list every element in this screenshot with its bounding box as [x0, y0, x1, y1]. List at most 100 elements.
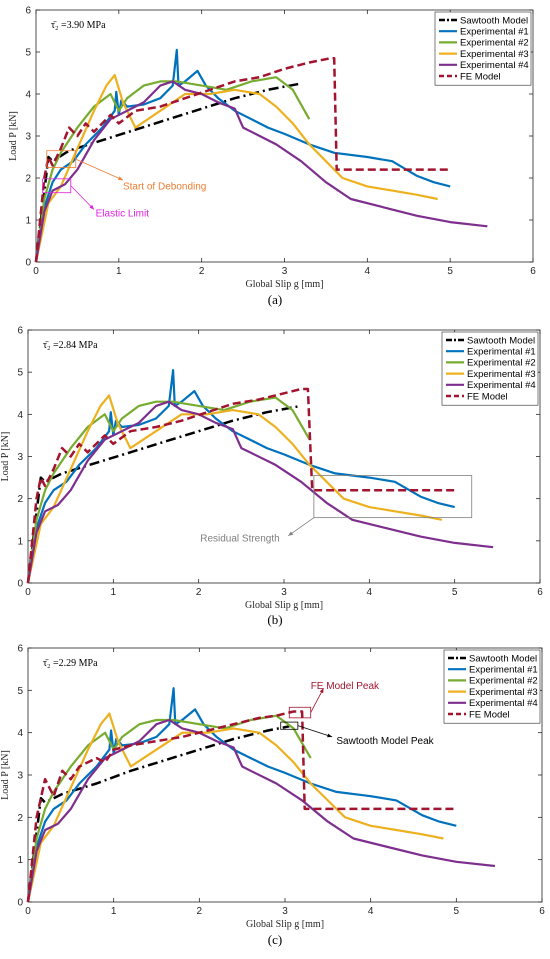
x-tick-label: 5 [454, 906, 460, 917]
legend-entry: Experimental #4 [467, 380, 536, 391]
annotation-arrow [288, 517, 315, 537]
series-line-experimental-3 [34, 73, 438, 263]
y-axis-label: Load P [kN] [8, 111, 19, 161]
y-tick-label: 6 [17, 326, 23, 337]
x-tick-label: 1 [111, 587, 117, 598]
y-tick-label: 6 [17, 644, 23, 655]
y-tick-label: 0 [25, 258, 31, 269]
x-tick-label: 0 [33, 266, 39, 277]
legend-entry: Experimental #1 [469, 665, 538, 676]
annotation-label: FE Model Peak [311, 681, 380, 692]
annotation-box [46, 150, 77, 168]
x-tick-label: 4 [368, 906, 374, 917]
x-tick-label: 6 [539, 906, 545, 917]
x-tick-label: 2 [197, 906, 203, 917]
y-tick-label: 4 [25, 90, 31, 101]
x-tick-label: 0 [25, 906, 31, 917]
annotation-arrow [70, 185, 95, 210]
y-tick-label: 3 [25, 132, 31, 143]
y-tick-label: 2 [17, 813, 23, 824]
y-tick-label: 5 [17, 686, 23, 697]
y-tick-label: 5 [25, 48, 31, 59]
y-tick-label: 1 [17, 536, 23, 547]
series-line-experimental-3 [26, 712, 444, 903]
series-line-experimental-4 [34, 80, 488, 263]
panel-caption: (b) [267, 612, 282, 627]
annotation-sawtooth-model-peak: Sawtooth Model Peak [280, 721, 435, 747]
x-tick-label: 5 [452, 587, 458, 598]
annotation-elastic-limit: Elastic Limit [42, 178, 150, 220]
legend-box [443, 649, 541, 724]
panel-caption: (a) [268, 292, 282, 307]
series-line-experimental-1 [26, 687, 457, 903]
legend-entry: FE Model [469, 709, 510, 720]
y-tick-label: 4 [17, 728, 23, 739]
chart-panel-a: 0 1 2 3 4 5 6 0 1 2 3 4 5 6 Global Slip g [mm] Load P [… [8, 6, 536, 308]
annotation-label: Residual Strength [200, 534, 280, 545]
annotation-arrow [75, 158, 124, 181]
x-tick-label: 4 [367, 587, 373, 598]
series-line-experimental-3 [26, 394, 443, 584]
y-tick-label: 1 [25, 216, 31, 227]
x-tick-label: 3 [282, 906, 288, 917]
series-line-fe-model [34, 57, 451, 263]
x-tick-label: 6 [537, 587, 543, 598]
series-line-sawtooth-model [26, 725, 290, 903]
legend-entry: Experimental #1 [467, 347, 536, 358]
y-tick-label: 2 [25, 174, 31, 185]
annotation-label: Sawtooth Model Peak [336, 736, 434, 747]
legend-entry: Experimental #1 [460, 27, 529, 38]
y-tick-label: 5 [17, 368, 23, 379]
y-tick-label: 0 [17, 579, 23, 590]
chart-panel-c: 0 1 2 3 4 5 6 0 1 2 3 4 5 6 Global Slip g [mm] Load P [… [0, 644, 545, 948]
y-tick-label: 1 [17, 855, 23, 866]
annotation-label: Elastic Limit [96, 209, 150, 220]
series-line-sawtooth-model [34, 82, 302, 263]
y-axis-label: Load P [kN] [0, 750, 11, 800]
annotation-arrowhead [89, 204, 94, 210]
legend-box [441, 331, 539, 406]
x-tick-label: 4 [365, 266, 371, 277]
x-tick-label: 1 [111, 906, 117, 917]
series-line-experimental-1 [34, 48, 451, 263]
series-line-experimental-2 [34, 76, 311, 263]
y-tick-label: 4 [17, 410, 23, 421]
legend-entry: Experimental #3 [469, 687, 538, 698]
annotation-box [313, 475, 473, 519]
series-line-sawtooth-model [26, 404, 302, 584]
series-line-fe-model [26, 387, 455, 584]
legend-entry: Experimental #2 [467, 358, 536, 369]
x-tick-label: 2 [196, 587, 202, 598]
legend-entry: Experimental #4 [460, 60, 529, 71]
annotation-arrow [297, 725, 333, 738]
x-tick-label: 6 [530, 266, 536, 277]
legend-entry: Experimental #2 [460, 38, 529, 49]
annotation-box [288, 706, 312, 719]
legend-box [434, 11, 532, 86]
series-line-experimental-1 [26, 369, 455, 584]
tau-label: τ̄₂ =2.29 MPa [43, 658, 98, 669]
legend-entry: Sawtooth Model [460, 15, 528, 26]
x-tick-label: 3 [282, 266, 288, 277]
y-tick-label: 3 [17, 452, 23, 463]
y-tick-label: 3 [17, 771, 23, 782]
annotation-box [42, 178, 72, 194]
legend-entry: Experimental #3 [460, 49, 529, 60]
annotation-label: Start of Debonding [123, 181, 206, 192]
annotation-arrowhead [288, 531, 294, 536]
annotation-residual-strength: Residual Strength [200, 475, 473, 545]
x-axis-label: Global Slip g [mm] [246, 919, 324, 930]
x-tick-label: 2 [199, 266, 205, 277]
y-axis-label: Load P [kN] [0, 432, 11, 482]
y-tick-label: 0 [17, 898, 23, 909]
legend-entry: FE Model [460, 71, 501, 82]
x-axis-label: Global Slip g [mm] [245, 600, 323, 611]
x-tick-label: 5 [447, 266, 453, 277]
annotation-fe-model-peak: FE Model Peak [288, 681, 380, 719]
legend-entry: Experimental #3 [467, 369, 536, 380]
tau-label: τ̄₂ =2.84 MPa [43, 340, 98, 351]
x-tick-label: 1 [116, 266, 122, 277]
